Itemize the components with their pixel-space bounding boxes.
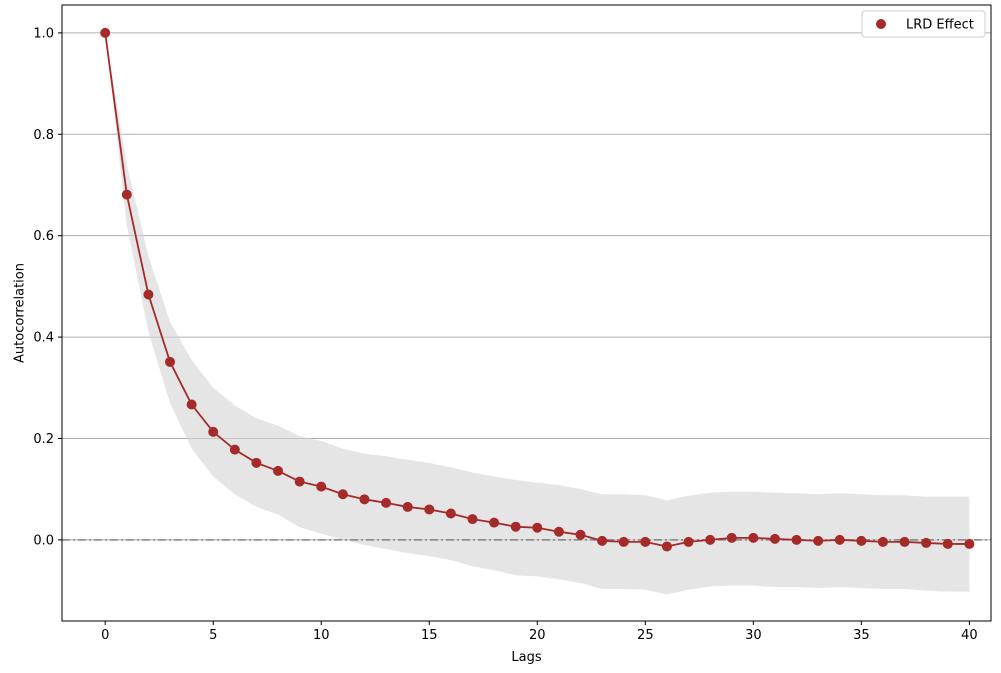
ticks-layer: 0 5 10 15 20 25 30 35 40 0.0 0.2 0.4 0.6 0.8 1.0 <box>33 26 977 643</box>
y-tick-label: 0.2 <box>33 432 54 447</box>
x-tick-label: 5 <box>209 628 217 643</box>
data-point <box>402 501 413 512</box>
data-point <box>532 522 543 533</box>
data-point <box>251 457 262 468</box>
y-axis-label: Autocorrelation <box>13 263 28 363</box>
data-point <box>748 532 759 543</box>
x-tick-label: 40 <box>961 628 978 643</box>
data-point <box>229 444 240 455</box>
legend-box <box>861 10 986 38</box>
data-point <box>121 189 132 200</box>
data-point <box>618 536 629 547</box>
data-point <box>834 534 845 545</box>
x-tick-label: 15 <box>421 628 438 643</box>
x-tick-label: 20 <box>529 628 546 643</box>
data-point <box>813 535 824 546</box>
data-point <box>445 508 456 519</box>
y-tick-label: 0.8 <box>33 128 54 143</box>
data-point <box>769 533 780 544</box>
legend: LRD Effect <box>861 10 986 38</box>
data-point <box>489 517 500 528</box>
data-point <box>316 481 327 492</box>
x-tick-label: 10 <box>313 628 330 643</box>
x-tick-label: 25 <box>637 628 654 643</box>
data-point <box>575 529 586 540</box>
data-point <box>510 521 521 532</box>
data-point <box>683 536 694 547</box>
x-tick-label: 0 <box>101 628 109 643</box>
series-layer <box>100 27 975 552</box>
x-tick-label: 30 <box>745 628 762 643</box>
y-tick-label: 0.4 <box>33 331 54 346</box>
x-axis-label: Lags <box>511 650 541 665</box>
data-point <box>424 504 435 515</box>
data-point <box>877 536 888 547</box>
data-point <box>899 536 910 547</box>
data-point <box>921 537 932 548</box>
data-point <box>337 489 348 500</box>
data-point <box>964 538 975 549</box>
y-tick-label: 1.0 <box>33 26 54 41</box>
data-point <box>640 536 651 547</box>
data-point <box>726 532 737 543</box>
plot-frame <box>61 4 992 622</box>
legend-label: LRD Effect <box>906 18 974 33</box>
data-point <box>856 535 867 546</box>
x-tick-label: 35 <box>853 628 870 643</box>
data-point <box>597 535 608 546</box>
y-tick-label: 0.0 <box>33 533 54 548</box>
data-point <box>100 27 111 38</box>
data-point <box>705 534 716 545</box>
data-point <box>553 526 564 537</box>
data-point <box>359 494 370 505</box>
legend-marker <box>876 19 886 29</box>
data-point <box>165 356 176 367</box>
data-point <box>273 465 284 476</box>
y-tick-label: 0.6 <box>33 229 54 244</box>
data-point <box>186 399 197 410</box>
confidence-band <box>105 32 970 595</box>
confidence-band-layer <box>105 32 970 595</box>
data-point <box>791 534 802 545</box>
data-point <box>381 497 392 508</box>
data-point <box>661 541 672 552</box>
data-point <box>294 476 305 487</box>
data-point <box>942 538 953 549</box>
data-point <box>467 514 478 525</box>
data-point <box>143 289 154 300</box>
data-point <box>208 426 219 437</box>
